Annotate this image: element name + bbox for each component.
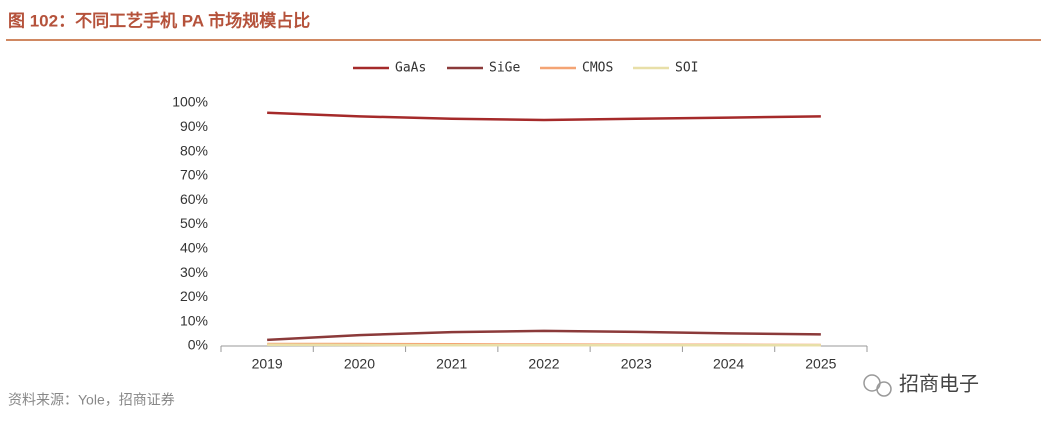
x-tick-label: 2025 [805, 356, 836, 372]
legend-label: SOI [675, 61, 698, 76]
legend-label: GaAs [395, 61, 426, 76]
watermark: 招商电子 [864, 372, 979, 396]
y-tick-label: 70% [180, 167, 208, 183]
x-tick-label: 2020 [344, 356, 375, 372]
x-tick-label: 2021 [436, 356, 467, 372]
y-tick-label: 50% [180, 215, 208, 231]
y-tick-label: 80% [180, 142, 208, 158]
x-tick-label: 2022 [528, 356, 559, 372]
y-tick-label: 0% [188, 337, 208, 353]
y-tick-label: 30% [180, 264, 208, 280]
source-note: 资料来源：Yole，招商证券 [8, 392, 175, 408]
x-tick-label: 2024 [713, 356, 744, 372]
legend-label: CMOS [582, 61, 613, 76]
y-tick-label: 20% [180, 288, 208, 304]
y-tick-label: 100% [172, 94, 208, 110]
x-tick-label: 2023 [621, 356, 652, 372]
y-tick-label: 10% [180, 312, 208, 328]
chart-title: 图 102：不同工艺手机 PA 市场规模占比 [8, 10, 310, 30]
y-tick-label: 60% [180, 191, 208, 207]
watermark-icon [877, 382, 891, 396]
y-tick-label: 90% [180, 118, 208, 134]
line-series [267, 113, 821, 120]
legend-label: SiGe [489, 61, 520, 76]
y-tick-label: 40% [180, 240, 208, 256]
line-series [267, 331, 821, 340]
x-tick-label: 2019 [252, 356, 283, 372]
watermark-text: 招商电子 [899, 372, 979, 395]
